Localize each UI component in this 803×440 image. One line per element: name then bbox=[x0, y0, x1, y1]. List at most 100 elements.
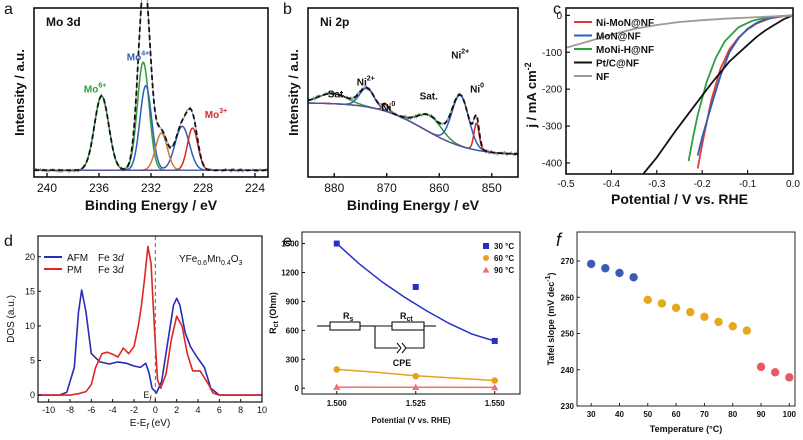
x-tick-label: 232 bbox=[141, 181, 161, 195]
cpe-element bbox=[396, 342, 402, 354]
series-group bbox=[566, 14, 793, 174]
peak-annotation: Ni0 bbox=[470, 83, 484, 96]
data-marker-triangle bbox=[412, 383, 420, 391]
peak-annotation: Mo4+ bbox=[127, 50, 149, 63]
panel-title: Mo 3d bbox=[46, 15, 81, 29]
annotation-superscript: 0 bbox=[480, 83, 484, 90]
series-line-0 bbox=[696, 14, 793, 169]
x-axis-label: Binding Energy / eV bbox=[85, 197, 218, 213]
x-tick-label: 1.550 bbox=[485, 399, 506, 408]
y-axis-label-end: ) bbox=[546, 272, 556, 275]
y-tick-label: 300 bbox=[286, 355, 300, 364]
circuit-label: CPE bbox=[393, 358, 412, 368]
data-point-1 bbox=[700, 312, 709, 322]
x-tick-label: 1.500 bbox=[327, 399, 348, 408]
panel-title: YFe0.6Mn0.4O3 bbox=[179, 254, 243, 267]
peak-annotation: Sat. bbox=[328, 90, 347, 101]
panel-c: -0.5 -0.4 -0.3 -0.2 -0.1 0.0 0 -100 -200 -300 -400… bbox=[523, 1, 800, 207]
circuit-label: Rs bbox=[343, 311, 354, 323]
panel-letter: f bbox=[556, 230, 563, 250]
series-line-2 bbox=[687, 14, 793, 162]
title-subscript: 3 bbox=[239, 260, 243, 267]
fit-envelope-line bbox=[34, 0, 269, 172]
y-axis-label-unit: (Ohm) bbox=[268, 292, 278, 321]
plot-frame bbox=[307, 7, 519, 178]
y-tick-label: 270 bbox=[561, 257, 575, 266]
y-tick-label: 1500 bbox=[281, 240, 299, 249]
x-tick-label: 10 bbox=[257, 405, 267, 415]
dos-line-0 bbox=[38, 289, 262, 396]
legend-marker bbox=[482, 266, 490, 273]
x-tick-label: 228 bbox=[193, 181, 213, 195]
legend-label: NF bbox=[596, 72, 609, 83]
x-tick-label: 100 bbox=[783, 410, 797, 419]
fermi-label-subscript: f bbox=[149, 396, 152, 403]
component-2-line bbox=[34, 132, 268, 171]
panel-e: 1.500 1.525 1.550 0 300 600 900 1200 1500 Potenti… bbox=[268, 231, 521, 425]
annotation-superscript: 3+ bbox=[219, 108, 227, 115]
y-tick-label: 15 bbox=[25, 286, 35, 296]
y-tick-label: 260 bbox=[561, 293, 575, 302]
data-marker-circle bbox=[491, 377, 499, 384]
legend-label: 30 °C bbox=[494, 242, 514, 251]
fit-envelope-line bbox=[307, 86, 519, 156]
y-tick-label: 250 bbox=[561, 330, 575, 339]
data-point-1 bbox=[657, 299, 667, 308]
y-tick-label: 5 bbox=[30, 356, 35, 366]
background-line bbox=[308, 102, 518, 155]
x-axis-label: Potential (V vs. RHE) bbox=[371, 416, 450, 425]
legend-label: 60 °C bbox=[494, 254, 514, 263]
annotation-superscript: 2+ bbox=[367, 76, 375, 83]
x-tick-label: 0.0 bbox=[786, 179, 800, 190]
x-tick-label: 860 bbox=[429, 181, 449, 195]
x-tick-label: -2 bbox=[130, 405, 138, 415]
x-axis-label: Potential / V vs. RHE bbox=[611, 191, 748, 207]
legend-marker bbox=[483, 243, 489, 249]
data-point-1 bbox=[671, 303, 681, 312]
component-2-line bbox=[308, 102, 518, 155]
legend-orbital: d bbox=[118, 265, 124, 276]
title-part: O bbox=[231, 254, 239, 265]
x-tick-label: 80 bbox=[728, 410, 737, 419]
panel-letter: a bbox=[4, 1, 13, 18]
x-tick-label: -10 bbox=[42, 405, 55, 415]
resistor-rs bbox=[329, 321, 361, 331]
x-tick-label: 50 bbox=[643, 410, 652, 419]
legend-sublabel: Fe 3d bbox=[98, 265, 124, 276]
x-tick-label: 224 bbox=[245, 181, 265, 195]
y-tick-label: -400 bbox=[542, 158, 562, 169]
x-tick-label: 6 bbox=[217, 405, 222, 415]
x-tick-label: -0.3 bbox=[648, 179, 666, 190]
x-tick-label: 1.525 bbox=[406, 399, 427, 408]
x-axis-label: E-Ef (eV) bbox=[130, 418, 171, 431]
x-tick-label: 0 bbox=[153, 405, 158, 415]
x-tick-label: 90 bbox=[757, 410, 766, 419]
data-marker-triangle bbox=[333, 383, 341, 390]
annotation-superscript: 0 bbox=[391, 101, 395, 108]
peak-annotation: Ni2+ bbox=[357, 76, 375, 89]
y-axis-label: Intensity / a.u. bbox=[12, 49, 27, 136]
x-axis-label: Binding Energy / eV bbox=[347, 197, 480, 213]
x-tick-label: -0.5 bbox=[557, 179, 575, 190]
y-tick-label: 600 bbox=[286, 326, 300, 335]
y-tick-label: -100 bbox=[542, 48, 562, 59]
x-tick-label: 850 bbox=[482, 181, 502, 195]
y-tick-label: 0 bbox=[295, 384, 300, 393]
panel-letter: d bbox=[4, 233, 13, 250]
x-tick-label: 70 bbox=[700, 410, 709, 419]
resistor-rct bbox=[391, 321, 425, 331]
y-axis-label: Intensity / a.u. bbox=[286, 49, 301, 136]
panel-a: 240 236 232 228 224 Binding Energy / eV Intens… bbox=[4, 0, 269, 213]
series-line-3 bbox=[642, 14, 793, 174]
y-axis-label-superscript: -1 bbox=[545, 275, 552, 281]
x-tick-label: -0.4 bbox=[603, 179, 621, 190]
x-tick-label: 60 bbox=[672, 410, 681, 419]
data-marker-triangle bbox=[491, 383, 499, 391]
data-point-0 bbox=[615, 268, 624, 278]
fermi-label: Ef bbox=[143, 390, 152, 403]
x-tick-label: 8 bbox=[238, 405, 243, 415]
x-tick-label: 240 bbox=[37, 181, 57, 195]
legend-label: 90 °C bbox=[494, 266, 514, 275]
data-point-2 bbox=[756, 362, 766, 372]
fit-line-0 bbox=[336, 243, 495, 342]
